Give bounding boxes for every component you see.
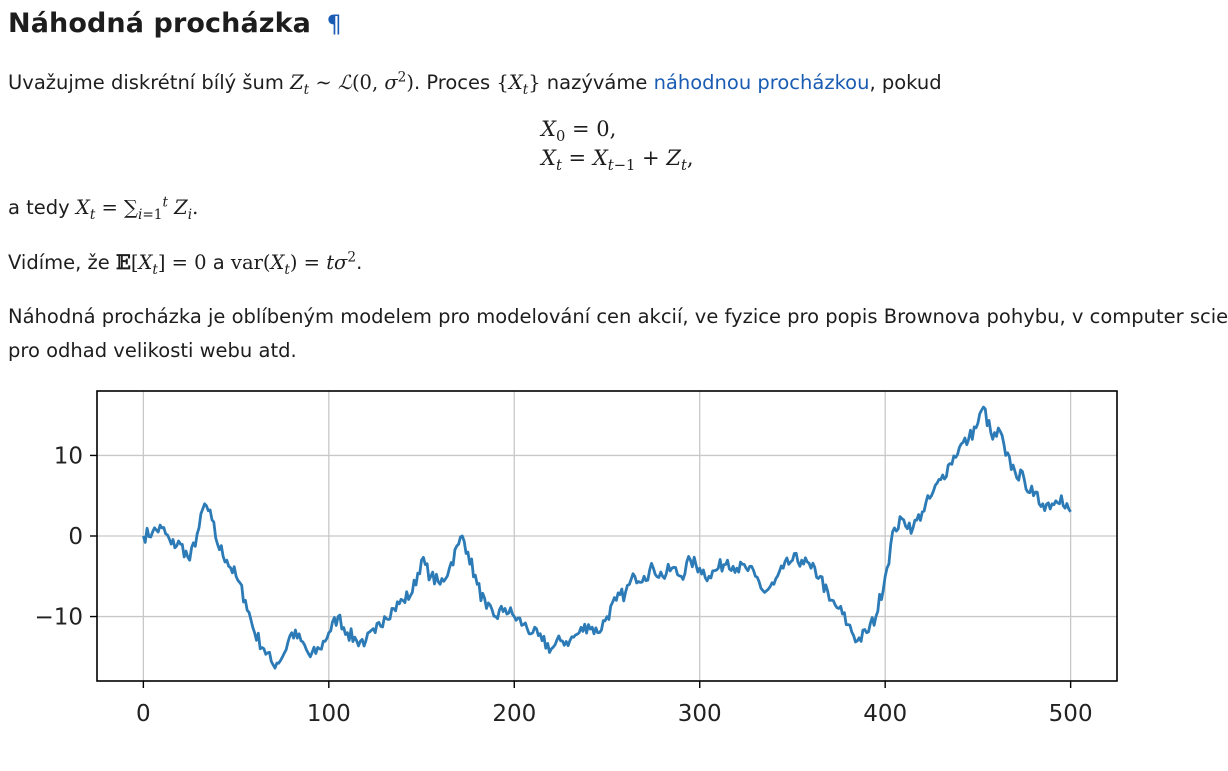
x-tick-label: 0 xyxy=(136,701,151,727)
section-heading: Náhodná procházka ¶ xyxy=(8,8,342,39)
math-variance: var(Xt) = tσ2 xyxy=(230,249,357,278)
paragraph-intro: Uvažujme diskrétní bílý šum Zt ∼ ℒ(0, σ2… xyxy=(8,69,942,98)
paragraph-applications: Náhodná procházka je oblíbeným modelem p… xyxy=(8,305,1228,362)
y-tick-label: 10 xyxy=(54,443,83,469)
x-tick-label: 200 xyxy=(492,701,536,727)
y-tick-label: −10 xyxy=(34,605,83,631)
x-tick-label: 300 xyxy=(678,701,722,727)
equation-line-1: X0 = 0, xyxy=(541,117,617,146)
paragraph-moments: Vidíme, že 𝔼[Xt] = 0 a var(Xt) = tσ2. xyxy=(8,249,363,278)
y-tick-label: 0 xyxy=(68,524,83,550)
math-expectation: 𝔼[Xt] = 0 xyxy=(115,251,207,278)
math-white-noise: Zt ∼ ℒ(0, σ2) xyxy=(290,69,414,98)
section-title: Náhodná procházka xyxy=(8,8,311,39)
math-sum: Xt = ∑i=1t Zi. xyxy=(75,194,199,223)
equation-block: X0 = 0, Xt = Xt−1 + Zt, xyxy=(541,115,694,173)
x-tick-label: 100 xyxy=(307,701,351,727)
section-anchor-link[interactable]: ¶ xyxy=(326,10,342,38)
equation-line-2: Xt = Xt−1 + Zt, xyxy=(541,146,694,175)
math-process: {Xt} xyxy=(496,71,541,98)
random-walk-link[interactable]: náhodnou procházkou xyxy=(653,71,870,94)
paragraph-sum: a tedy Xt = ∑i=1t Zi. xyxy=(8,194,199,223)
x-tick-label: 500 xyxy=(1049,701,1093,727)
x-tick-label: 400 xyxy=(863,701,907,727)
series-line xyxy=(142,405,1072,670)
random-walk-chart: 0 100 200 300 400 500 −10 0 10 xyxy=(34,390,1118,727)
